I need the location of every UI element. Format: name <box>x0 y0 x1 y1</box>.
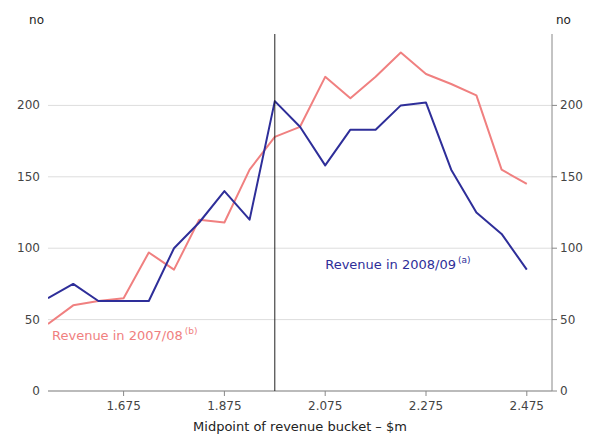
y2-tick-label: 50 <box>560 313 575 327</box>
x-tick <box>123 391 124 396</box>
y-tick-label: 150 <box>17 170 40 184</box>
x-axis-label: Midpoint of revenue bucket – $m <box>193 419 407 434</box>
chart: 0 50 100 150 200 0 50 100 150 200 1.675 1.875 2.075 2… <box>0 0 600 443</box>
y-tick-label: 50 <box>25 313 40 327</box>
y2-tick-label: 100 <box>560 241 583 255</box>
y2-tick-label: 200 <box>560 98 583 112</box>
x-tick-label: 2.475 <box>510 399 544 413</box>
y-tick-label: 200 <box>17 98 40 112</box>
x-tick-label: 1.675 <box>106 399 140 413</box>
x-tick <box>224 391 225 396</box>
y2-tick <box>552 391 557 392</box>
y2-tick-label: 150 <box>560 170 583 184</box>
x-tick-label: 1.875 <box>207 399 241 413</box>
x-tick <box>426 391 427 396</box>
vertical-line <box>274 34 275 391</box>
grid-line <box>48 105 552 106</box>
y2-tick-label: 0 <box>560 384 568 398</box>
series-superscript: (a) <box>458 255 471 265</box>
y2-axis-label: no <box>556 13 571 27</box>
x-tick-label: 2.075 <box>308 399 342 413</box>
grid-line <box>48 319 552 320</box>
series-line <box>48 101 527 301</box>
y2-tick <box>552 105 557 106</box>
series-superscript: (b) <box>185 326 198 336</box>
series-label: Revenue in 2007/08 <box>52 328 183 343</box>
x-tick <box>325 391 326 396</box>
y-tick-label: 100 <box>17 241 40 255</box>
plot-area <box>48 34 527 391</box>
grid-line <box>48 248 552 249</box>
y-tick-label: 0 <box>32 384 40 398</box>
y2-tick <box>552 248 557 249</box>
series-line <box>48 53 527 324</box>
series-label: Revenue in 2008/09 <box>325 257 456 272</box>
x-tick-label: 2.275 <box>409 399 443 413</box>
x-tick <box>526 391 527 396</box>
y-axis-label: no <box>29 13 44 27</box>
y2-axis-line <box>552 34 553 391</box>
y2-tick <box>552 176 557 177</box>
y2-tick <box>552 319 557 320</box>
grid-line <box>48 176 552 177</box>
